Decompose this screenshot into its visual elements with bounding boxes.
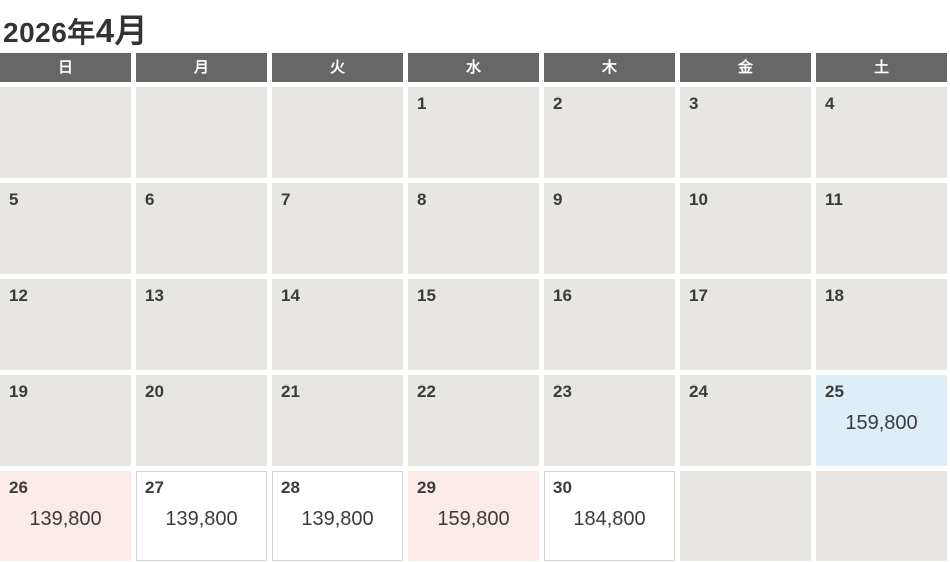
day-number: 15 [417,286,436,305]
day-cell-14: 14 [272,279,403,370]
day-number: 30 [553,478,572,497]
day-cell-17: 17 [680,279,811,370]
day-cell-20: 20 [136,375,267,466]
day-number: 14 [281,286,300,305]
calendar-title-year: 2026年 [3,17,96,48]
day-number: 19 [9,382,28,401]
day-cell-18: 18 [816,279,947,370]
day-cell-5: 5 [0,183,131,274]
day-number: 7 [281,190,291,209]
day-number: 16 [553,286,572,305]
day-cell-24: 24 [680,375,811,466]
day-number: 21 [281,382,300,401]
price-label: 159,800 [845,412,918,434]
day-number: 11 [825,190,843,209]
weekday-header-thu: 木 [544,53,675,82]
day-cell-9: 9 [544,183,675,274]
day-cell-11: 11 [816,183,947,274]
day-number: 22 [417,382,436,401]
day-cell-26[interactable]: 26 139,800 [0,471,131,561]
day-cell-empty [136,87,267,178]
weekday-header-fri: 金 [680,53,811,82]
day-cell-25[interactable]: 25 159,800 [816,375,947,466]
day-number: 8 [417,190,427,209]
day-cell-empty [0,87,131,178]
day-number: 25 [825,382,844,401]
day-cell-16: 16 [544,279,675,370]
day-number: 13 [145,286,164,305]
day-number: 12 [9,286,28,305]
calendar-title: 2026年 4月 [0,0,950,53]
day-number: 29 [417,478,436,497]
day-number: 2 [553,94,563,113]
day-cell-13: 13 [136,279,267,370]
price-label: 184,800 [573,508,646,530]
day-cell-3: 3 [680,87,811,178]
day-cell-1: 1 [408,87,539,178]
day-number: 27 [145,478,164,497]
price-label: 159,800 [437,508,510,530]
day-cell-29[interactable]: 29 159,800 [408,471,539,561]
day-cell-7: 7 [272,183,403,274]
day-cell-15: 15 [408,279,539,370]
day-cell-30[interactable]: 30 184,800 [544,471,675,561]
day-cell-6: 6 [136,183,267,274]
day-number: 9 [553,190,563,209]
day-cell-empty [272,87,403,178]
day-cell-23: 23 [544,375,675,466]
day-number: 24 [689,382,708,401]
day-number: 6 [145,190,155,209]
day-number: 5 [9,190,19,209]
weekday-header-sun: 日 [0,53,131,82]
day-cell-28[interactable]: 28 139,800 [272,471,403,561]
day-number: 4 [825,94,835,113]
price-label: 139,800 [301,508,374,530]
day-number: 17 [689,286,708,305]
day-cell-empty [816,471,947,561]
weekday-header-mon: 月 [136,53,267,82]
day-cell-4: 4 [816,87,947,178]
price-label: 139,800 [165,508,238,530]
day-number: 20 [145,382,164,401]
day-number: 28 [281,478,300,497]
calendar-title-month: 4月 [95,12,149,49]
day-cell-19: 19 [0,375,131,466]
day-cell-22: 22 [408,375,539,466]
day-number: 10 [689,190,708,209]
price-label: 139,800 [29,508,102,530]
day-number: 18 [825,286,844,305]
day-number: 23 [553,382,572,401]
weekday-header-wed: 水 [408,53,539,82]
day-number: 1 [417,94,427,113]
day-cell-27[interactable]: 27 139,800 [136,471,267,561]
day-number: 26 [9,478,28,497]
day-cell-10: 10 [680,183,811,274]
weekday-header-tue: 火 [272,53,403,82]
day-cell-12: 12 [0,279,131,370]
day-cell-21: 21 [272,375,403,466]
day-cell-2: 2 [544,87,675,178]
calendar-grid: 日 月 火 水 木 金 土 1 2 3 4 5 6 7 8 9 10 11 12 13 14 15 16 17 1… [0,53,947,561]
day-number: 3 [689,94,699,113]
weekday-header-sat: 土 [816,53,947,82]
day-cell-empty [680,471,811,561]
day-cell-8: 8 [408,183,539,274]
